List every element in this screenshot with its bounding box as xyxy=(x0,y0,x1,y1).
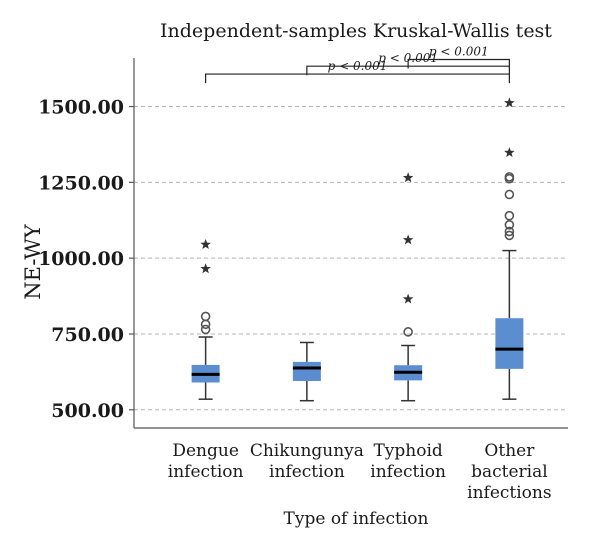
box-group xyxy=(292,341,321,402)
extreme-point xyxy=(200,239,211,249)
x-tick-label: Typhoid infection xyxy=(370,441,446,482)
outlier-point xyxy=(504,226,515,237)
significance-bracket xyxy=(407,58,510,69)
y-tick-label: 1500.00 xyxy=(38,97,124,119)
x-tick-label: Chikungunya infection xyxy=(250,441,364,482)
extreme-point xyxy=(402,293,414,304)
y-tick-label: 1000.00 xyxy=(38,248,124,270)
outlier-point xyxy=(200,311,211,322)
outlier-point xyxy=(504,230,515,241)
outlier-point xyxy=(504,220,515,230)
significance-bracket xyxy=(205,73,510,84)
x-axis-label: Type of infection xyxy=(284,509,429,529)
box-group xyxy=(394,172,423,402)
box-group xyxy=(191,239,220,400)
outlier-point xyxy=(200,319,211,330)
extreme-point xyxy=(504,97,515,108)
y-axis-label: NE-WY xyxy=(21,223,45,300)
p-value-label: p < 0.001 xyxy=(429,45,489,59)
extreme-point xyxy=(402,172,414,183)
outlier-point xyxy=(504,172,515,182)
outlier-point xyxy=(200,324,211,335)
extreme-point xyxy=(402,234,414,245)
outlier-point xyxy=(504,189,515,200)
chart-title: Independent-samples Kruskal-Wallis test xyxy=(160,20,552,42)
x-tick-label: Dengue infection xyxy=(168,441,244,482)
box-series xyxy=(191,97,524,402)
outlier-point xyxy=(403,327,413,337)
extreme-point xyxy=(504,147,515,158)
y-tick-label: 750.00 xyxy=(51,324,124,346)
p-value-label: p < 0.001 xyxy=(378,51,438,65)
x-tick-label: Other bacterial infections xyxy=(467,441,551,503)
extreme-point xyxy=(200,263,211,274)
box-iqr xyxy=(292,361,321,381)
y-axis-ticks: 500.00 750.00 1000.00 1250.00 1500.00 xyxy=(38,97,134,422)
y-tick-label: 500.00 xyxy=(51,400,124,422)
outlier-point xyxy=(504,210,515,221)
box-iqr xyxy=(495,318,524,369)
box-group xyxy=(495,97,524,400)
y-tick-label: 1250.00 xyxy=(38,172,124,194)
